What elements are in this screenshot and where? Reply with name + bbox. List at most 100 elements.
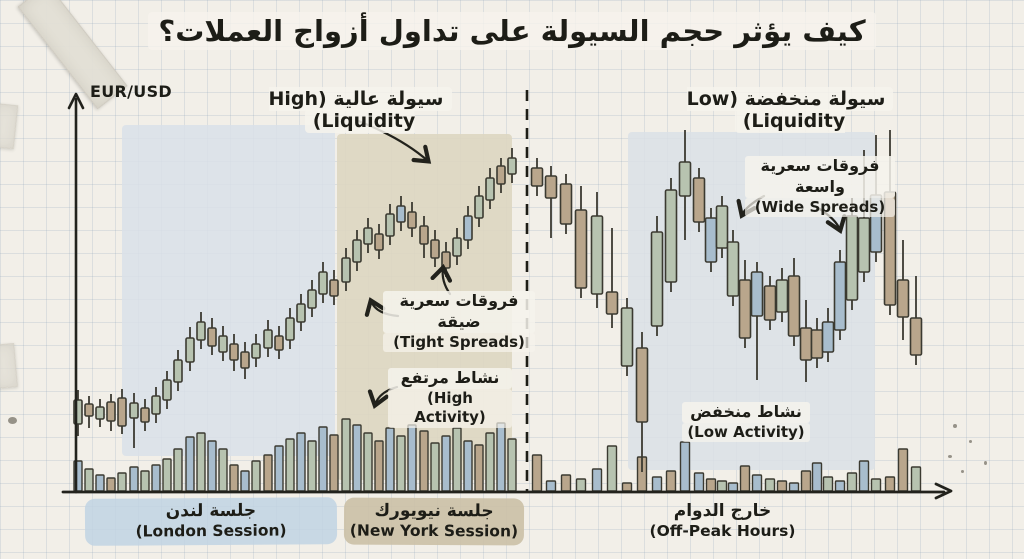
candle-body	[692, 177, 706, 223]
session-text-ar: جلسة لندن	[165, 500, 257, 522]
london-session-label: جلسة لندن (London Session)	[84, 497, 338, 546]
volume-bar	[496, 422, 506, 492]
volume-bar	[693, 472, 705, 492]
candle-body	[106, 401, 116, 422]
volume-bar	[251, 460, 261, 492]
candle-body	[704, 217, 718, 263]
volume-bar	[716, 480, 728, 492]
volume-bar	[485, 432, 495, 492]
annotation-text-ar: فروقات سعرية واسعة	[745, 156, 895, 198]
high-liquidity-label: سيولة عالية (High Liquidity)	[215, 87, 505, 133]
volume-bar	[95, 474, 105, 492]
low-activity-annotation: نشاط منخفض (Low Activity)	[682, 402, 810, 443]
volume-bar	[788, 482, 800, 492]
volume-bar	[751, 474, 763, 492]
candle-body	[559, 183, 573, 225]
candle-body	[678, 161, 692, 197]
session-text-ar: جلسة نيويورك	[374, 500, 494, 522]
volume-bar	[430, 442, 440, 492]
candle-body	[285, 317, 295, 341]
annotation-text-ar: فروقات سعرية ضيقة	[383, 291, 535, 333]
volume-bar	[407, 424, 417, 492]
candle-body	[229, 343, 239, 361]
session-text-en: (New York Session)	[349, 521, 519, 541]
volume-bar	[385, 427, 395, 492]
volume-bar	[196, 432, 206, 492]
annotation-text-ar: نشاط منخفض	[682, 402, 810, 423]
region-london-session	[122, 125, 335, 456]
candle-body	[605, 291, 619, 315]
candle-body	[821, 321, 835, 353]
y-axis-arrow-icon	[67, 92, 85, 110]
candle-body	[530, 167, 544, 187]
volume-bar	[129, 466, 139, 492]
volume-bar	[897, 448, 909, 492]
volume-bar	[776, 480, 788, 492]
volume-bar	[151, 464, 161, 492]
volume-bar	[84, 468, 94, 492]
candle-body	[726, 241, 740, 297]
candle-body	[787, 275, 801, 337]
volume-bar	[240, 470, 250, 492]
candle-body	[452, 237, 462, 257]
candle-body	[341, 257, 351, 283]
volume-bar	[463, 440, 473, 492]
volume-bar	[507, 438, 517, 492]
candle-body	[151, 395, 161, 415]
volume-bar	[474, 444, 484, 492]
volume-bar	[727, 482, 739, 492]
volume-bar	[800, 470, 812, 492]
candle-body	[173, 359, 183, 383]
volume-bar	[846, 472, 858, 492]
newyork-session-label: جلسة نيويورك (New York Session)	[343, 497, 525, 546]
candle-body	[95, 406, 105, 420]
volume-bar	[545, 480, 557, 492]
volume-bar	[329, 434, 339, 492]
volume-bar	[207, 440, 217, 492]
candle-body	[263, 329, 273, 349]
ink-smudge	[8, 417, 17, 424]
volume-bar	[811, 462, 823, 492]
ink-smudge	[948, 455, 952, 458]
candle-body	[463, 215, 473, 241]
tight-spreads-annotation: فروقات سعرية ضيقة (Tight Spreads)	[383, 291, 535, 353]
candle-body	[218, 335, 228, 353]
volume-bar	[117, 472, 127, 492]
volume-bar	[531, 454, 543, 492]
candle-body	[363, 227, 373, 245]
candle-body	[635, 347, 649, 423]
candle-body	[196, 321, 206, 341]
ink-smudge	[969, 440, 972, 443]
candle-body	[352, 239, 362, 263]
candle-body	[485, 177, 495, 201]
candle-body	[117, 397, 127, 427]
volume-bar	[363, 432, 373, 492]
volume-bar	[218, 448, 228, 492]
candle-body	[318, 271, 328, 295]
volume-bar	[764, 478, 776, 492]
page-title: كيف يؤثر حجم السيولة على تداول أزواج الع…	[0, 12, 1024, 50]
annotation-text-en: (Wide Spreads)	[745, 197, 895, 218]
candle-body	[129, 402, 139, 419]
volume-bar	[441, 435, 451, 492]
volume-bar	[419, 430, 429, 492]
volume-bar	[263, 454, 273, 492]
volume-bar	[140, 470, 150, 492]
candle-body	[845, 215, 859, 301]
candle-body	[374, 233, 384, 251]
volume-bar	[575, 478, 587, 492]
candle-body	[738, 279, 752, 339]
candle-body	[574, 209, 588, 289]
volume-bar	[739, 465, 751, 492]
volume-bar	[651, 476, 663, 492]
candle-body	[650, 231, 664, 327]
candle-body	[715, 205, 729, 249]
high-activity-annotation: نشاط مرتفع (High Activity)	[388, 368, 512, 428]
offpeak-hours-label: خارج الدوام (Off-Peak Hours)	[630, 498, 815, 545]
volume-bar	[318, 426, 328, 492]
volume-bar	[858, 460, 870, 492]
ink-smudge	[961, 470, 964, 473]
volume-bar	[560, 474, 572, 492]
volume-bar	[591, 468, 603, 492]
candle-body	[620, 307, 634, 367]
